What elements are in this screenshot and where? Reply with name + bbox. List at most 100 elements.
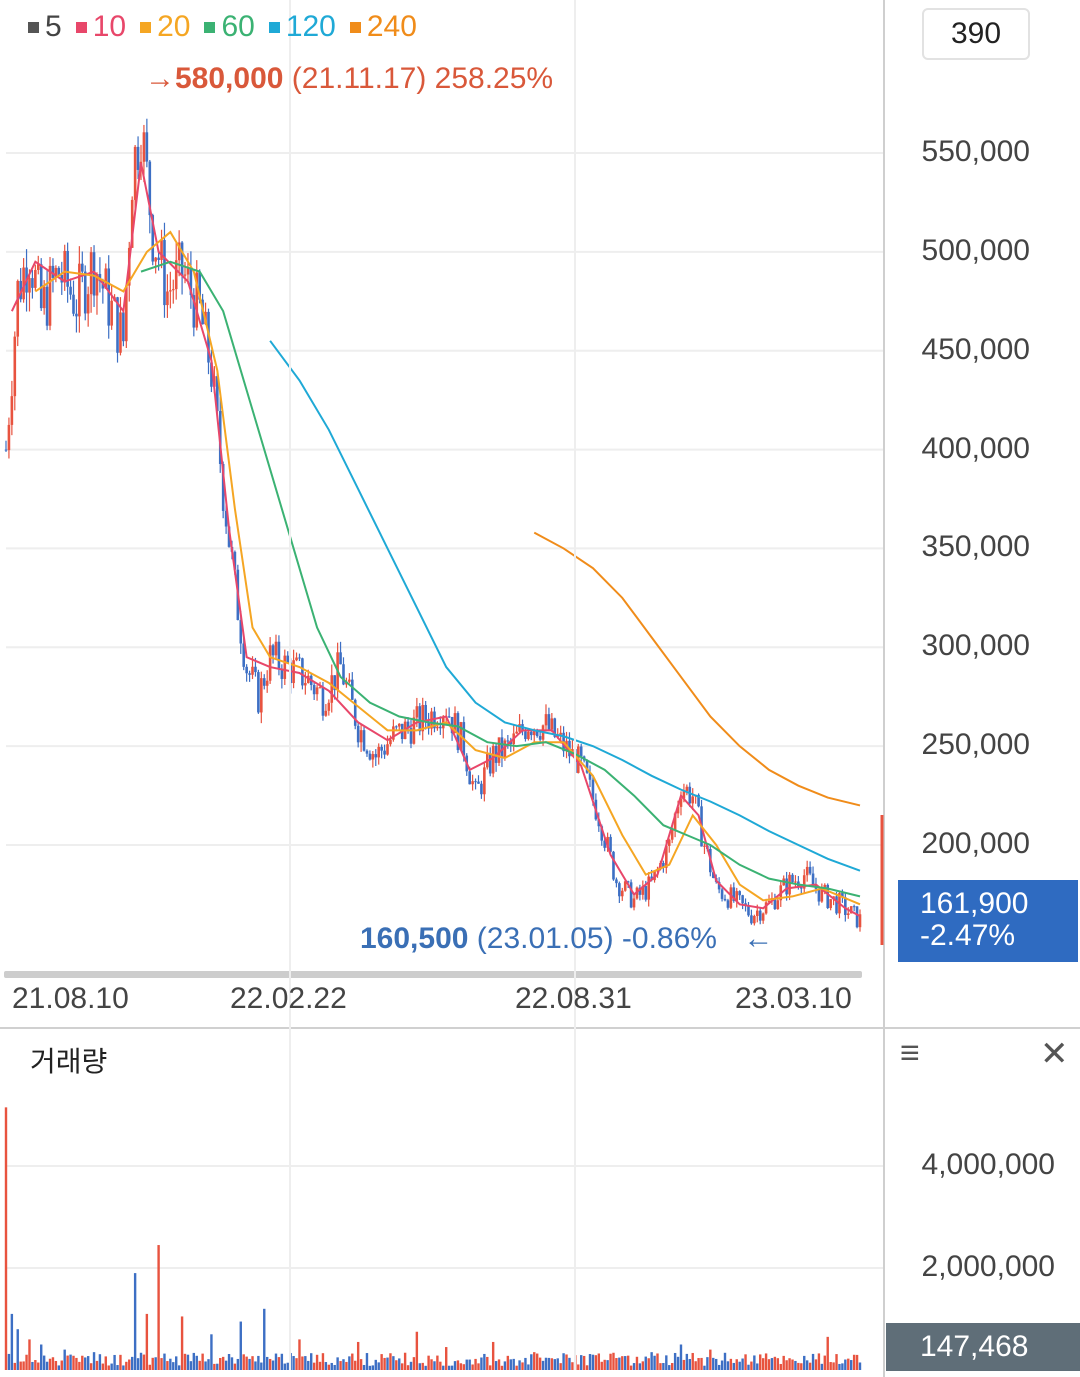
volume-bar [723,1352,727,1370]
volume-bar [51,1357,55,1370]
candle [312,682,316,701]
candle [471,774,474,791]
volume-bar [180,1316,184,1370]
volume-bar [559,1363,562,1370]
candle [612,850,615,881]
volume-bar [400,1363,404,1370]
candle [301,657,304,690]
candle [81,251,84,283]
volume-bar [588,1354,592,1370]
current-change: -2.47% [920,919,1016,952]
volume-bar [665,1355,668,1370]
period-button[interactable]: 390 [922,8,1030,60]
volume-bar [166,1361,169,1370]
candle [286,651,290,664]
candle [758,907,762,925]
volume-bar [635,1356,639,1370]
volume-bar [612,1352,615,1370]
price-tick-label: 500,000 [921,233,1030,267]
volume-bar [380,1354,383,1370]
volume-bar [538,1357,542,1370]
legend-item-5[interactable]: 5 [28,10,62,44]
volume-bar [535,1353,539,1370]
volume-bar [547,1357,551,1370]
candle [647,872,651,907]
volume-bar [354,1360,357,1370]
price-tick-label: 300,000 [921,629,1030,663]
volume-bar [465,1359,468,1370]
volume-bar [312,1362,316,1370]
volume-bar [594,1355,598,1370]
volume-bar [782,1355,785,1370]
volume-bar [63,1349,66,1370]
legend-item-60[interactable]: 60 [204,10,255,44]
volume-bar [383,1357,386,1370]
volume-bar [368,1365,372,1370]
candle [31,269,34,299]
volume-bar [122,1365,125,1370]
candle [260,671,263,724]
volume-bar [186,1354,190,1370]
candle [632,894,636,911]
legend-item-20[interactable]: 20 [140,10,190,44]
volume-bar [351,1353,354,1370]
legend-item-10[interactable]: 10 [75,10,126,44]
candle [829,899,832,911]
volume-bar [362,1364,366,1370]
volume-bar [706,1357,709,1370]
legend-item-240[interactable]: 240 [349,10,417,44]
date-tick-label: 22.08.31 [515,982,632,1015]
volume-bar [568,1357,571,1370]
candle [609,834,612,855]
candle [427,712,430,735]
volume-bar [714,1358,718,1370]
volume-bar [310,1353,313,1370]
volume-bar [119,1354,122,1370]
close-icon[interactable]: ✕ [1040,1035,1069,1073]
volume-bar [500,1365,504,1370]
legend-swatch [28,21,39,33]
candle [544,704,548,730]
min-change: -0.86% [621,922,717,955]
candle [54,265,58,283]
candle [45,269,49,331]
candle [717,877,721,894]
volume-bar [811,1353,815,1370]
volume-bar [515,1365,518,1370]
volume-bar [468,1359,471,1370]
volume-bar [761,1358,765,1370]
candle [321,681,325,721]
candle [835,891,838,915]
candle [298,653,301,662]
candle [852,904,856,912]
candle [858,909,862,932]
volume-bar [462,1364,466,1370]
volume-bar [750,1361,753,1370]
candle [421,697,425,741]
volume-bar [230,1357,234,1370]
volume-bar [395,1360,398,1370]
candle [116,296,119,363]
volume-bar [615,1358,618,1370]
volume-bar [412,1357,416,1370]
menu-icon[interactable]: ≡ [900,1034,920,1072]
candle [36,255,40,275]
candle [547,707,551,732]
volume-bar [386,1357,389,1370]
volume-bar [10,1313,14,1370]
volume-bar [40,1344,43,1370]
legend-item-120[interactable]: 120 [268,10,336,44]
volume-bar [342,1359,345,1370]
volume-bar [732,1362,736,1370]
volume-bar [265,1356,269,1370]
candle [788,872,791,901]
volume-bar [377,1362,380,1370]
volume-bar [697,1358,700,1370]
volume-bars [4,1107,862,1370]
volume-bar [409,1361,413,1370]
candle [86,286,90,327]
volume-bar [192,1352,196,1370]
volume-bar [577,1364,580,1370]
volume-bar [295,1358,298,1370]
